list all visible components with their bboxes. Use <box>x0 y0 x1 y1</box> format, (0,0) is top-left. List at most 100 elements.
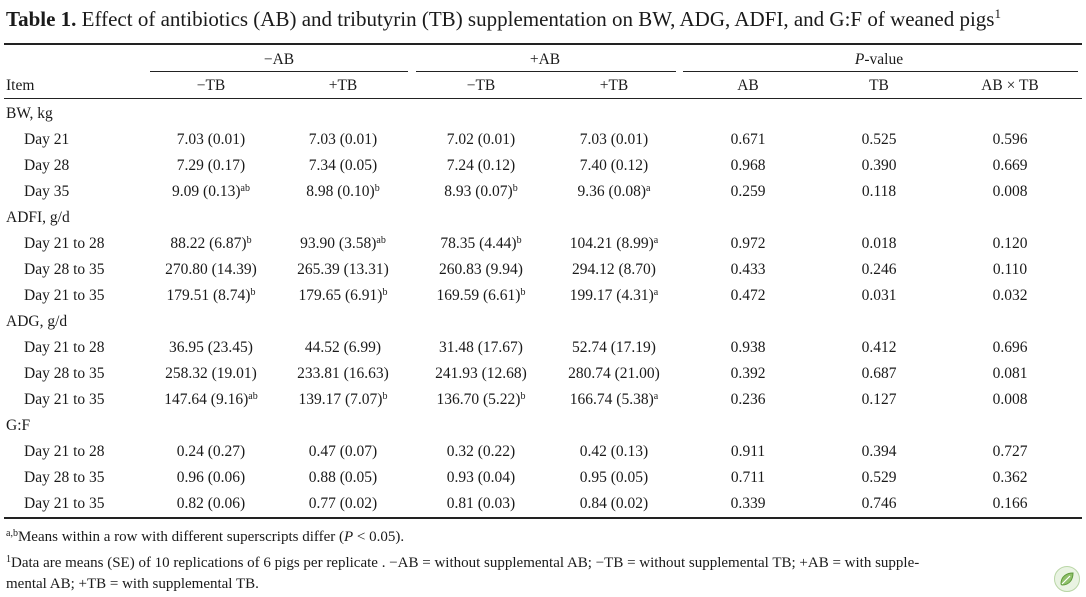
mean-cell: 7.34 (0.05) <box>309 156 377 176</box>
footnote-significance: a,bMeans within a row with different sup… <box>6 527 404 547</box>
mean-value: 93.90 (3.58) <box>300 235 377 252</box>
superscript-letter: a <box>653 391 659 402</box>
pvalue-cell: 0.259 <box>730 183 766 200</box>
header-minus-ab: −AB <box>263 51 295 68</box>
row-label: Day 21 to 35 <box>24 495 105 512</box>
group-rule-plus-ab <box>416 71 676 72</box>
mean-cell: 0.77 (0.02) <box>309 494 377 514</box>
superscript-letter: a <box>653 235 659 246</box>
mean-value: 166.74 (5.38) <box>569 391 654 408</box>
mean-value: 136.70 (5.22) <box>436 391 521 408</box>
header-col-5: TB <box>869 77 889 94</box>
mean-cell: 260.83 (9.94) <box>439 260 523 280</box>
mean-cell: 0.82 (0.06) <box>177 494 245 514</box>
footnote-significance-mark: a,b <box>6 528 18 539</box>
pvalue-cell: 0.529 <box>861 469 897 486</box>
superscript-letter: b <box>512 183 518 194</box>
footnote-significance-text-b: < 0.05). <box>353 529 405 545</box>
mean-cell: 93.90 (3.58)ab <box>300 234 386 254</box>
mean-value: 7.03 (0.01) <box>176 131 246 148</box>
mean-value: 7.03 (0.01) <box>308 131 378 148</box>
mean-value: 241.93 (12.68) <box>435 365 527 382</box>
mean-value: 294.12 (8.70) <box>572 261 656 278</box>
footnote-data-mark: 1 <box>6 554 11 565</box>
mean-value: 44.52 (6.99) <box>304 339 382 356</box>
mean-value: 265.39 (13.31) <box>297 261 389 278</box>
table-number: Table 1. <box>6 7 77 31</box>
mean-cell: 88.22 (6.87)b <box>170 234 251 254</box>
mean-cell: 7.29 (0.17) <box>177 156 245 176</box>
leaf-logo-svg <box>1060 572 1074 586</box>
row-label: Day 21 to 35 <box>24 391 105 408</box>
group-rule-minus-ab <box>150 71 408 72</box>
mean-cell: 31.48 (17.67) <box>439 338 523 358</box>
pvalue-cell: 0.911 <box>730 443 766 460</box>
section-label: BW, kg <box>6 105 53 122</box>
mean-cell: 104.21 (8.99)a <box>570 234 658 254</box>
pvalue-cell: 0.972 <box>730 235 766 252</box>
pvalue-cell: 0.008 <box>992 183 1028 200</box>
mean-value: 7.34 (0.05) <box>308 157 378 174</box>
mean-cell: 258.32 (19.01) <box>165 364 257 384</box>
mean-value: 9.09 (0.13) <box>172 183 241 200</box>
mean-value: 7.24 (0.12) <box>446 157 516 174</box>
pvalue-cell: 0.018 <box>861 235 897 252</box>
mean-cell: 0.96 (0.06) <box>177 468 245 488</box>
pvalue-cell: 0.525 <box>861 131 897 148</box>
header-plus-ab: +AB <box>529 51 561 68</box>
superscript-letter: b <box>374 183 380 194</box>
pvalue-cell: 0.746 <box>861 495 897 512</box>
pvalue-cell: 0.081 <box>992 365 1028 382</box>
footnote-significance-text-a: Means within a row with different supers… <box>17 529 344 545</box>
mean-cell: 78.35 (4.44)b <box>440 234 521 254</box>
section-label: ADG, g/d <box>6 313 68 330</box>
mean-value: 78.35 (4.44) <box>440 235 517 252</box>
superscript-letter: b <box>520 287 526 298</box>
mean-value: 260.83 (9.94) <box>439 261 523 278</box>
pvalue-cell: 0.120 <box>992 235 1028 252</box>
table-title-text: Effect of antibiotics (AB) and tributyri… <box>81 7 995 31</box>
mean-cell: 136.70 (5.22)b <box>437 390 526 410</box>
section-label: ADFI, g/d <box>6 209 70 226</box>
superscript-letter: b <box>520 391 526 402</box>
mean-cell: 0.93 (0.04) <box>447 468 515 488</box>
mean-cell: 7.03 (0.01) <box>580 130 648 150</box>
header-col-0: −TB <box>196 77 226 94</box>
footnote-significance-p: P <box>343 529 354 545</box>
header-col-2: −TB <box>466 77 496 94</box>
mean-cell: 0.88 (0.05) <box>309 468 377 488</box>
mean-cell: 241.93 (12.68) <box>435 364 527 384</box>
mean-cell: 179.65 (6.91)b <box>299 286 388 306</box>
row-label: Day 28 to 35 <box>24 365 105 382</box>
pvalue-cell: 0.127 <box>861 391 897 408</box>
mean-value: 0.95 (0.05) <box>579 469 649 486</box>
pvalue-cell: 0.596 <box>992 131 1028 148</box>
mean-cell: 8.93 (0.07)b <box>444 182 517 202</box>
superscript-letter: b <box>516 235 522 246</box>
pvalue-cell: 0.166 <box>992 495 1028 512</box>
pvalue-cell: 0.669 <box>992 157 1028 174</box>
mean-cell: 139.17 (7.07)b <box>299 390 388 410</box>
mean-cell: 0.84 (0.02) <box>580 494 648 514</box>
mean-cell: 36.95 (23.45) <box>169 338 253 358</box>
mean-cell: 265.39 (13.31) <box>297 260 389 280</box>
mean-value: 36.95 (23.45) <box>169 339 253 356</box>
header-col-4: AB <box>737 77 759 94</box>
mean-value: 7.03 (0.01) <box>579 131 649 148</box>
mean-value: 9.36 (0.08) <box>577 183 646 200</box>
pvalue-cell: 0.032 <box>992 287 1028 304</box>
pvalue-cell: 0.008 <box>992 391 1028 408</box>
pvalue-cell: 0.671 <box>730 131 766 148</box>
pvalue-cell: 0.938 <box>730 339 766 356</box>
mean-cell: 199.17 (4.31)a <box>570 286 658 306</box>
row-label: Day 21 to 28 <box>24 339 105 356</box>
mean-value: 31.48 (17.67) <box>439 339 523 356</box>
pvalue-cell: 0.394 <box>861 443 897 460</box>
group-rule-pvalue <box>683 71 1078 72</box>
mean-value: 52.74 (17.19) <box>572 339 656 356</box>
mean-cell: 9.09 (0.13)ab <box>172 182 250 202</box>
table-title: Table 1. Effect of antibiotics (AB) and … <box>6 6 1001 32</box>
mean-value: 270.80 (14.39) <box>165 261 257 278</box>
superscript-letter: ab <box>240 183 250 194</box>
pvalue-cell: 0.236 <box>730 391 766 408</box>
